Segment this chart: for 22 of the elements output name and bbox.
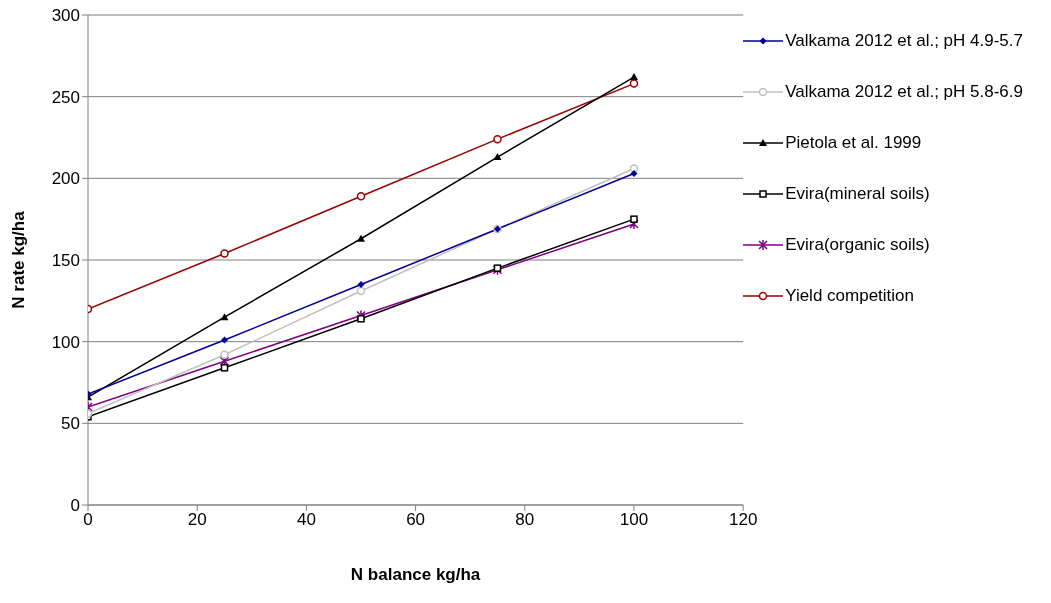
x-tick-label: 80 (515, 510, 535, 530)
y-tick-label: 100 (51, 332, 80, 352)
legend-label: Yield competition (785, 285, 914, 306)
y-tick-label: 200 (51, 169, 80, 189)
x-tick-label: 40 (296, 510, 316, 530)
legend-label: Valkama 2012 et al.; pH 5.8-6.9 (785, 81, 1023, 102)
x-tick-label: 120 (728, 510, 758, 530)
y-tick-label: 150 (51, 251, 80, 271)
x-tick-label: 100 (619, 510, 649, 530)
legend-label: Evira(mineral soils) (785, 183, 930, 204)
x-axis-title: N balance kg/ha (350, 565, 481, 584)
x-tick-label: 0 (83, 510, 93, 530)
y-tick-label: 50 (61, 414, 80, 434)
legend-label: Evira(organic soils) (785, 234, 930, 255)
x-tick-label: 20 (187, 510, 207, 530)
y-tick-label: 300 (51, 6, 80, 26)
legend-label: Valkama 2012 et al.; pH 4.9-5.7 (785, 30, 1023, 51)
legend-label: Pietola et al. 1999 (785, 132, 922, 153)
y-tick-label: 250 (51, 87, 80, 107)
y-axis-title: N rate kg/ha (9, 210, 29, 309)
x-tick-label: 60 (406, 510, 426, 530)
y-tick-label: 0 (70, 496, 80, 516)
